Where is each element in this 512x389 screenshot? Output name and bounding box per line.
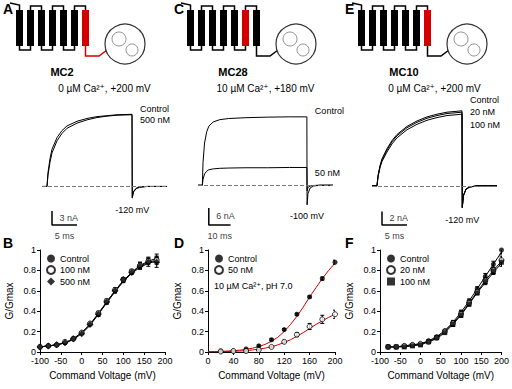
svg-text:20 nM: 20 nM xyxy=(470,107,495,117)
svg-text:0.6: 0.6 xyxy=(191,286,204,296)
svg-text:100: 100 xyxy=(453,356,468,366)
svg-text:1: 1 xyxy=(31,245,36,255)
svg-text:20 nM: 20 nM xyxy=(400,265,425,275)
svg-text:0 µM Ca²⁺, +200 mV: 0 µM Ca²⁺, +200 mV xyxy=(388,83,481,94)
svg-text:160: 160 xyxy=(302,356,317,366)
svg-text:0: 0 xyxy=(205,356,210,366)
svg-text:0.8: 0.8 xyxy=(23,265,36,275)
svg-text:0: 0 xyxy=(31,347,36,357)
svg-text:0.2: 0.2 xyxy=(363,327,376,337)
svg-text:50: 50 xyxy=(436,356,446,366)
svg-text:10 µM Ca²⁺, +180 mV: 10 µM Ca²⁺, +180 mV xyxy=(216,83,314,94)
svg-text:0: 0 xyxy=(418,356,423,366)
svg-text:G/Gmax: G/Gmax xyxy=(4,282,15,319)
svg-text:50 nM: 50 nM xyxy=(228,265,253,275)
svg-text:100 nM: 100 nM xyxy=(60,265,90,275)
svg-text:0 µM Ca²⁺, +200 mV: 0 µM Ca²⁺, +200 mV xyxy=(58,83,151,94)
svg-text:6 nA: 6 nA xyxy=(216,211,235,221)
svg-text:120: 120 xyxy=(277,356,292,366)
svg-text:100 nM: 100 nM xyxy=(400,277,430,287)
svg-text:MC10: MC10 xyxy=(389,66,418,78)
svg-text:G/Gmax: G/Gmax xyxy=(172,282,183,319)
svg-text:200: 200 xyxy=(157,356,172,366)
svg-text:0.2: 0.2 xyxy=(191,327,204,337)
svg-text:E: E xyxy=(345,1,355,17)
svg-text:0.2: 0.2 xyxy=(23,327,36,337)
svg-text:100: 100 xyxy=(116,356,131,366)
svg-text:3 nA: 3 nA xyxy=(60,213,79,223)
svg-text:Command Voltage (mV): Command Voltage (mV) xyxy=(49,370,156,381)
svg-text:-50: -50 xyxy=(394,356,407,366)
svg-text:0.4: 0.4 xyxy=(363,306,376,316)
svg-text:Control: Control xyxy=(60,254,89,264)
svg-text:D: D xyxy=(174,235,184,251)
svg-text:Control: Control xyxy=(140,104,169,114)
svg-text:MC28: MC28 xyxy=(218,66,247,78)
svg-text:0.8: 0.8 xyxy=(363,265,376,275)
svg-text:1: 1 xyxy=(199,245,204,255)
svg-text:F: F xyxy=(345,235,354,251)
svg-text:0.6: 0.6 xyxy=(23,286,36,296)
svg-text:Command Voltage (mV): Command Voltage (mV) xyxy=(387,370,494,381)
svg-text:0.6: 0.6 xyxy=(363,286,376,296)
svg-text:G/Gmax: G/Gmax xyxy=(344,282,355,319)
svg-text:Control: Control xyxy=(315,106,344,116)
svg-text:200: 200 xyxy=(327,356,342,366)
svg-text:5 ms: 5 ms xyxy=(55,231,75,241)
svg-text:-50: -50 xyxy=(54,356,67,366)
svg-text:1: 1 xyxy=(371,245,376,255)
svg-text:-120 mV: -120 mV xyxy=(445,215,479,225)
svg-text:200: 200 xyxy=(494,356,509,366)
svg-text:2 nA: 2 nA xyxy=(390,213,409,223)
svg-text:40: 40 xyxy=(228,356,238,366)
svg-text:0.4: 0.4 xyxy=(23,306,36,316)
svg-text:0: 0 xyxy=(371,347,376,357)
svg-text:-120 mV: -120 mV xyxy=(115,205,149,215)
svg-text:0: 0 xyxy=(199,347,204,357)
svg-text:50: 50 xyxy=(97,356,107,366)
svg-text:10 µM Ca²⁺, pH 7.0: 10 µM Ca²⁺, pH 7.0 xyxy=(214,281,292,291)
svg-text:-100 mV: -100 mV xyxy=(290,211,324,221)
svg-text:C: C xyxy=(174,1,185,17)
svg-text:A: A xyxy=(3,1,14,17)
svg-text:MC2: MC2 xyxy=(50,66,73,78)
svg-text:150: 150 xyxy=(474,356,489,366)
svg-text:0.4: 0.4 xyxy=(191,306,204,316)
svg-text:150: 150 xyxy=(137,356,152,366)
svg-text:0.8: 0.8 xyxy=(191,265,204,275)
svg-text:Control: Control xyxy=(400,254,429,264)
svg-text:5 ms: 5 ms xyxy=(385,231,405,241)
svg-text:B: B xyxy=(3,235,13,251)
svg-text:100 nM: 100 nM xyxy=(470,120,500,130)
svg-text:-100: -100 xyxy=(371,356,389,366)
svg-text:80: 80 xyxy=(254,356,264,366)
svg-text:0: 0 xyxy=(79,356,84,366)
svg-text:10 ms: 10 ms xyxy=(207,231,232,241)
svg-text:-100: -100 xyxy=(31,356,49,366)
svg-text:Command Voltage (mV): Command Voltage (mV) xyxy=(218,370,325,381)
svg-text:Control: Control xyxy=(470,95,499,105)
svg-text:500 nM: 500 nM xyxy=(60,277,90,287)
svg-text:50 nM: 50 nM xyxy=(315,168,340,178)
svg-text:500 nM: 500 nM xyxy=(140,115,170,125)
svg-text:Control: Control xyxy=(228,254,257,264)
